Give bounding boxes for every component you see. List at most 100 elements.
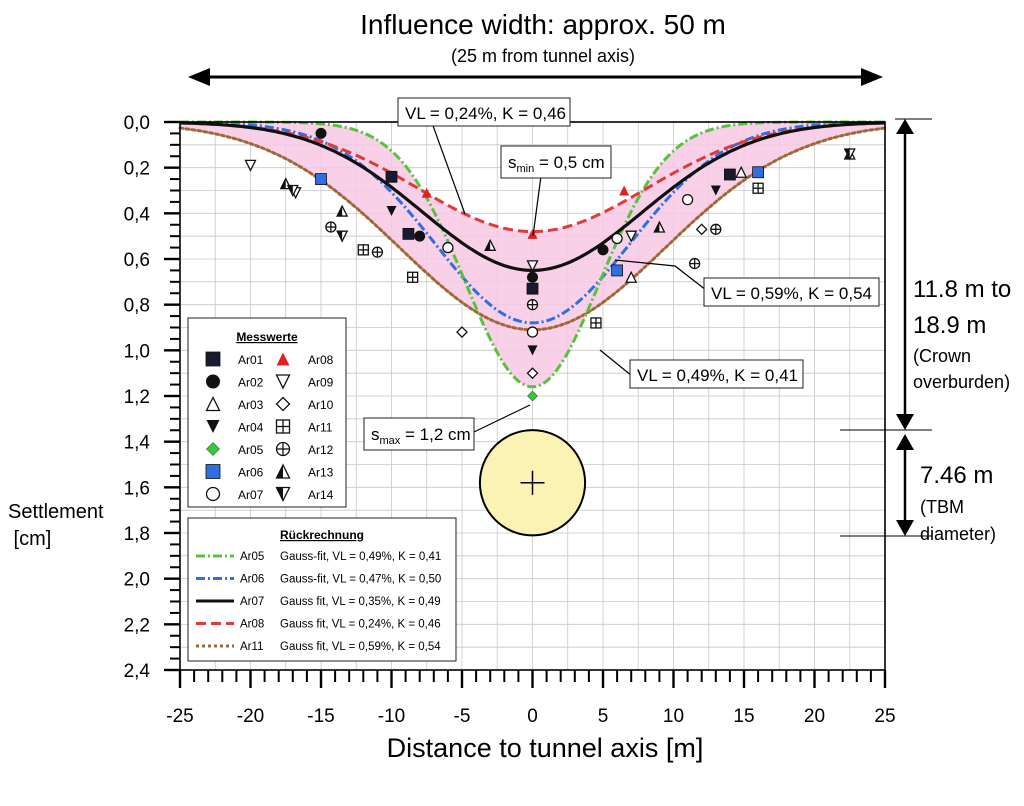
legend-label-ar14: Ar14 xyxy=(308,488,334,502)
svg-text:smin = 0,5 cm: smin = 0,5 cm xyxy=(508,153,605,175)
y-tick-label: 1,6 xyxy=(124,478,150,499)
legend-marker-ar09 xyxy=(275,374,291,390)
legend-marker-ar05 xyxy=(206,442,220,456)
legend-label-ar12: Ar12 xyxy=(308,443,334,457)
fit-curve-ar08 xyxy=(179,121,886,234)
annotation-vl-top: VL = 0,24%, K = 0,46 xyxy=(397,97,571,127)
point-ar08 xyxy=(527,228,538,239)
x-axis-label: Distance to tunnel axis [m] xyxy=(387,733,704,763)
x-tick-label: -20 xyxy=(237,706,264,727)
legend-marker-ar03 xyxy=(205,396,221,412)
point-ar11 xyxy=(406,271,419,283)
point-ar11 xyxy=(590,317,602,329)
annotation-vl-mid: VL = 0,49%, K = 0,41 xyxy=(629,359,804,389)
y-tick-label: 0,2 xyxy=(124,159,150,180)
annotation-vl-right: VL = 0,59%, K = 0,54 xyxy=(703,277,880,307)
point-ar11 xyxy=(357,244,369,256)
point-ar13 xyxy=(336,204,349,217)
legend-label-ar08: Ar08 xyxy=(308,353,334,367)
y-axis-label-line1: Settlement xyxy=(8,501,104,523)
point-ar06 xyxy=(611,264,623,277)
point-ar02 xyxy=(597,244,609,256)
legend-label-ar01: Ar01 xyxy=(238,353,264,367)
legend-label-ar04: Ar04 xyxy=(238,421,264,435)
legend-fit-desc-ar11: Gauss fit, VL = 0,59%, K = 0,54 xyxy=(280,641,441,653)
point-ar08 xyxy=(421,187,432,198)
x-tick-label: -5 xyxy=(454,706,471,727)
legend-label-ar11: Ar11 xyxy=(308,421,333,435)
axes: -25 -20 -15 -10 -5 0 5 10 15 20 25 0,0 0,2 0,4 0,6 0,8 1… xyxy=(124,113,896,727)
legend-fit-id-ar08: Ar08 xyxy=(240,619,264,631)
point-ar01 xyxy=(526,282,539,295)
legend-marker-ar01 xyxy=(205,351,221,367)
legend-label-ar09: Ar09 xyxy=(308,376,334,390)
point-ar01 xyxy=(402,227,415,240)
point-ar07 xyxy=(442,241,454,254)
point-ar02 xyxy=(414,230,426,242)
legend-marker-ar13 xyxy=(275,463,291,479)
y-tick-label: 1,4 xyxy=(124,433,151,454)
point-ar04 xyxy=(527,345,538,356)
tbm-dimension xyxy=(840,434,932,537)
y-tick-label: 0,4 xyxy=(124,204,151,225)
point-ar07 xyxy=(526,326,539,338)
legend-marker-ar08 xyxy=(276,352,290,366)
overburden-label-3: (Crown xyxy=(913,346,971,366)
y-tick-label: 1,0 xyxy=(124,341,150,362)
point-ar07 xyxy=(681,193,694,206)
point-ar11 xyxy=(752,182,764,194)
y-tick-label: 0,8 xyxy=(124,296,150,317)
point-ar03 xyxy=(735,165,748,178)
point-ar12 xyxy=(710,223,722,235)
point-ar01 xyxy=(724,168,736,181)
legend-label-ar05: Ar05 xyxy=(238,443,264,457)
y-tick-label: 1,2 xyxy=(124,387,150,408)
point-ar02 xyxy=(527,271,538,283)
tbm-label-2: (TBM xyxy=(920,497,964,517)
point-ar12 xyxy=(371,246,384,258)
annotation-smin: smin = 0,5 cm xyxy=(500,145,612,179)
x-tick-label: -15 xyxy=(307,706,334,727)
point-ar06 xyxy=(752,166,764,179)
x-tick-label: 0 xyxy=(527,706,538,727)
point-ar06 xyxy=(315,173,327,185)
legend-marker-ar10 xyxy=(275,396,291,412)
legend-fit-desc-ar05: Gauss-fit, VL = 0,49%, K = 0,41 xyxy=(280,551,441,563)
svg-text:VL = 0,59%, K = 0,54: VL = 0,59%, K = 0,54 xyxy=(711,284,872,303)
legend-label-ar10: Ar10 xyxy=(308,398,334,412)
annotation-smax: smax = 1,2 cm xyxy=(363,417,475,451)
point-ar10 xyxy=(456,326,468,338)
svg-text:smax = 1,2 cm: smax = 1,2 cm xyxy=(371,425,471,447)
overburden-label-2: 18.9 m xyxy=(913,312,986,339)
point-ar04 xyxy=(386,206,397,217)
point-ar09 xyxy=(526,260,539,273)
point-ar14 xyxy=(843,148,856,161)
point-ar07 xyxy=(611,232,623,245)
point-ar12 xyxy=(526,299,539,311)
legend-marker-ar12 xyxy=(275,441,291,457)
legend-marker-ar11 xyxy=(275,419,291,434)
point-ar08 xyxy=(619,185,630,196)
legend-fit-desc-ar07: Gauss fit, VL = 0,35%, K = 0,49 xyxy=(280,596,441,608)
legend-label-ar06: Ar06 xyxy=(238,466,264,480)
point-ar10 xyxy=(695,223,708,236)
point-ar14 xyxy=(286,184,299,197)
legend-measured-title: Messwerte xyxy=(236,330,298,344)
legend-label-ar13: Ar13 xyxy=(308,466,334,480)
point-ar13 xyxy=(484,238,497,251)
point-ar02 xyxy=(315,127,327,139)
measured-points xyxy=(244,127,856,402)
point-ar01 xyxy=(385,170,398,183)
legend-fit: Rückrechnung Ar05 Gauss-fit, VL = 0,49%, … xyxy=(187,517,457,662)
y-tick-label: 0,6 xyxy=(124,250,150,271)
x-tick-label: -25 xyxy=(166,706,193,727)
legend-marker-ar06 xyxy=(205,464,221,479)
y-tick-label: 2,0 xyxy=(124,570,150,591)
y-tick-label: 1,8 xyxy=(124,524,150,545)
tbm-label-1: 7.46 m xyxy=(920,462,993,489)
x-tick-label: 20 xyxy=(804,706,825,727)
point-ar12 xyxy=(689,257,701,270)
legend-measured: Messwerte Ar01 Ar02 Ar03 Ar04 Ar05 Ar06 Ar07 Ar… xyxy=(187,317,347,508)
x-tick-label: -10 xyxy=(378,706,405,727)
